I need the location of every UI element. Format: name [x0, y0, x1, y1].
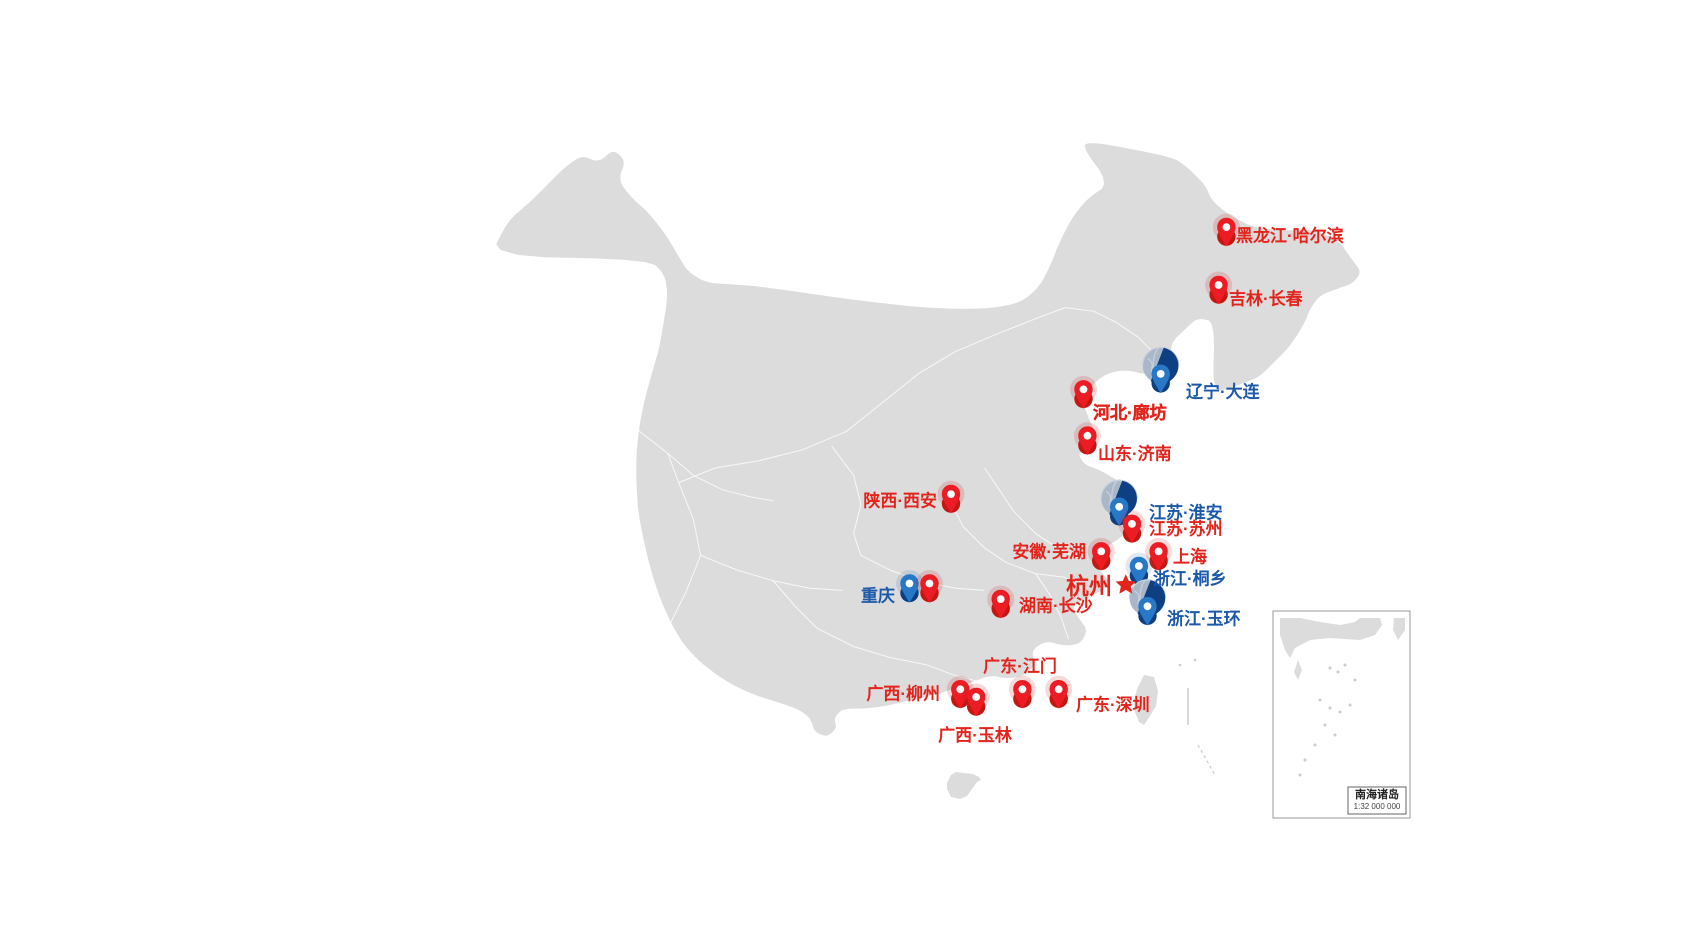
svg-text:南海诸岛: 南海诸岛 [1355, 787, 1399, 801]
svg-text:1:32 000 000: 1:32 000 000 [1354, 802, 1401, 811]
